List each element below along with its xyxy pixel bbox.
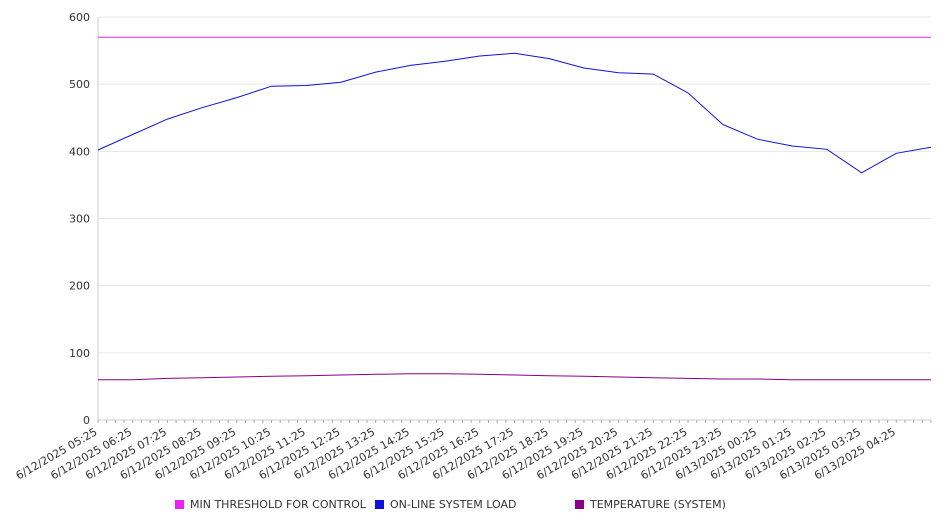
x-axis-ticks: 6/12/2025 05:256/12/2025 06:256/12/2025 …	[14, 425, 898, 482]
series-line-temperature-system	[98, 373, 931, 381]
y-tick-label-100: 100	[69, 347, 90, 360]
y-tick-label-500: 500	[69, 78, 90, 91]
legend-label-min-threshold: MIN THRESHOLD FOR CONTROL	[190, 498, 366, 511]
legend-item-temperature: TEMPERATURE (SYSTEM)	[575, 498, 726, 511]
legend: MIN THRESHOLD FOR CONTROL ON-LINE SYSTEM…	[0, 498, 946, 514]
series-line-on-line-system-load	[97, 52, 932, 174]
legend-swatch-system-load	[375, 500, 384, 509]
series-lines	[97, 36, 932, 381]
y-tick-label-400: 400	[69, 145, 90, 158]
legend-swatch-min-threshold	[175, 500, 184, 509]
y-tick-label-300: 300	[69, 213, 90, 226]
y-tick-label-200: 200	[69, 280, 90, 293]
y-axis-ticks: 0 100 200 300 400 500 600	[69, 11, 90, 427]
y-tick-label-0: 0	[83, 414, 90, 427]
legend-item-min-threshold: MIN THRESHOLD FOR CONTROL	[175, 498, 366, 511]
legend-label-temperature: TEMPERATURE (SYSTEM)	[590, 498, 726, 511]
legend-swatch-temperature	[575, 500, 584, 509]
legend-label-system-load: ON-LINE SYSTEM LOAD	[390, 498, 517, 511]
axes	[97, 17, 932, 423]
legend-item-system-load: ON-LINE SYSTEM LOAD	[375, 498, 516, 511]
y-tick-label-600: 600	[69, 11, 90, 24]
gridlines	[98, 16, 931, 354]
